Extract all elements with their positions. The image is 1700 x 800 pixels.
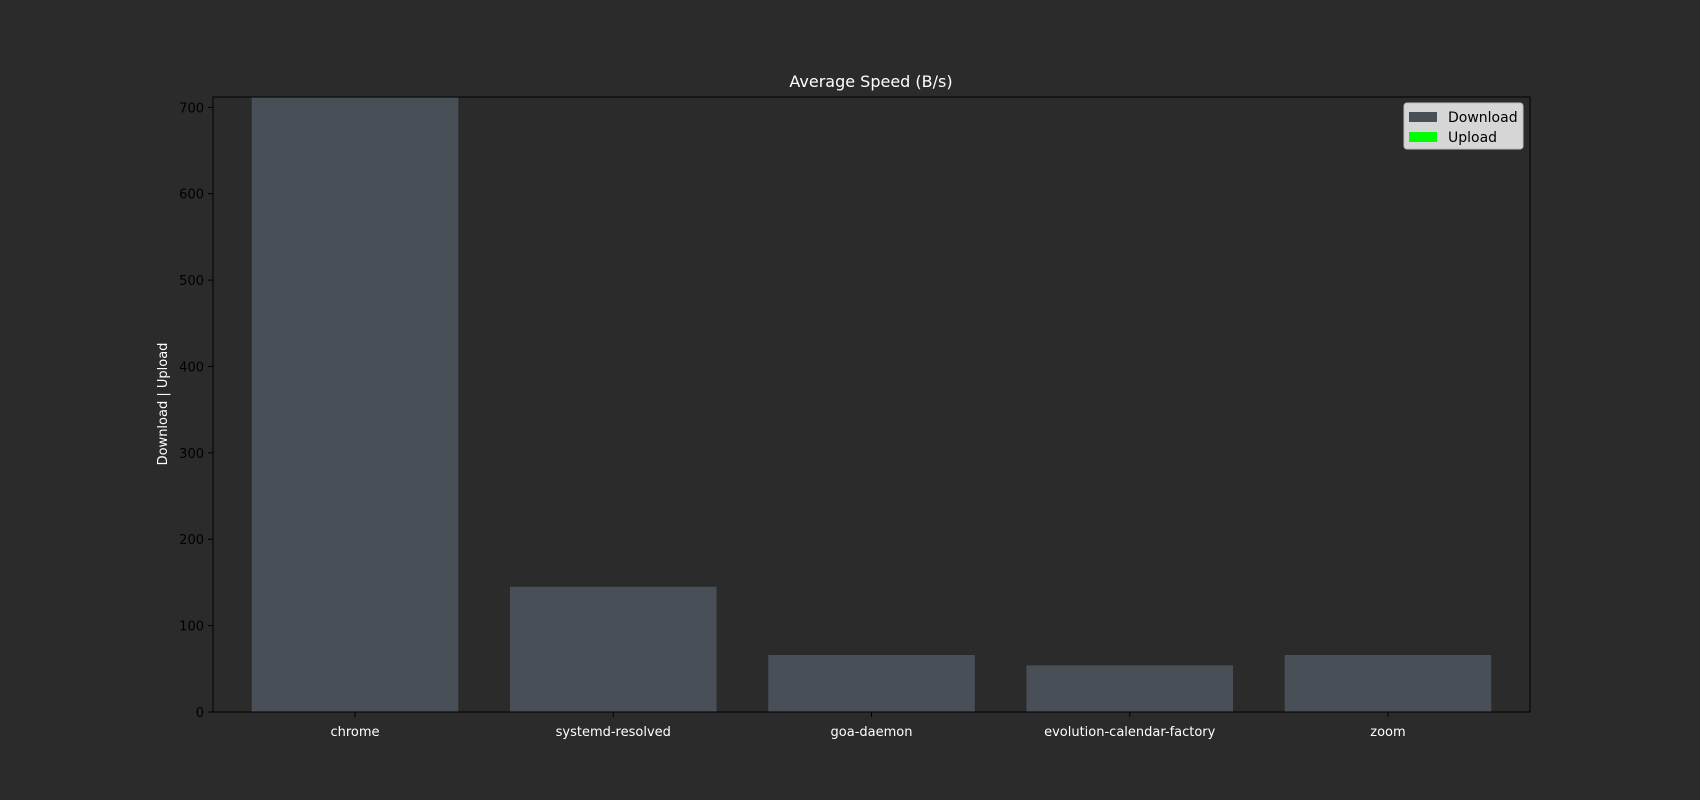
bar-download-zoom (1284, 654, 1492, 712)
legend: Download Upload (1403, 102, 1524, 150)
y-tick-label: 700 (179, 101, 204, 116)
y-tick-label: 600 (179, 188, 204, 203)
chart-title: Average Speed (B/s) (789, 72, 952, 91)
legend-swatch-upload (1409, 132, 1437, 142)
axes-frame (212, 96, 1531, 713)
x-tick-label: chrome (330, 725, 379, 740)
y-tick-label: 300 (179, 447, 204, 462)
x-tick-label: systemd-resolved (556, 725, 671, 740)
y-tick-label: 0 (196, 706, 204, 721)
bar-download-chrome (251, 97, 459, 712)
y-tick-label: 200 (179, 533, 204, 548)
bar-download-systemd-resolved (509, 586, 717, 712)
legend-swatch-download (1409, 112, 1437, 122)
legend-label-download: Download (1448, 110, 1518, 126)
x-tick-label: evolution-calendar-factory (1044, 725, 1216, 740)
bars-group (251, 97, 1492, 712)
x-tick-label: goa-daemon (831, 725, 913, 740)
y-ticks-group: 0 100 200 300 400 500 600 700 (179, 101, 213, 721)
legend-label-upload: Upload (1448, 130, 1497, 146)
x-tick-label: zoom (1370, 725, 1405, 740)
y-tick-label: 400 (179, 360, 204, 375)
y-tick-label: 100 (179, 620, 204, 635)
y-axis-label: Download | Upload (156, 343, 171, 466)
x-ticks-group: chrome systemd-resolved goa-daemon evolutio… (330, 712, 1406, 740)
y-tick-label: 500 (179, 274, 204, 289)
bar-download-evolution-calendar-factory (1026, 665, 1234, 712)
bar-download-goa-daemon (768, 654, 975, 712)
